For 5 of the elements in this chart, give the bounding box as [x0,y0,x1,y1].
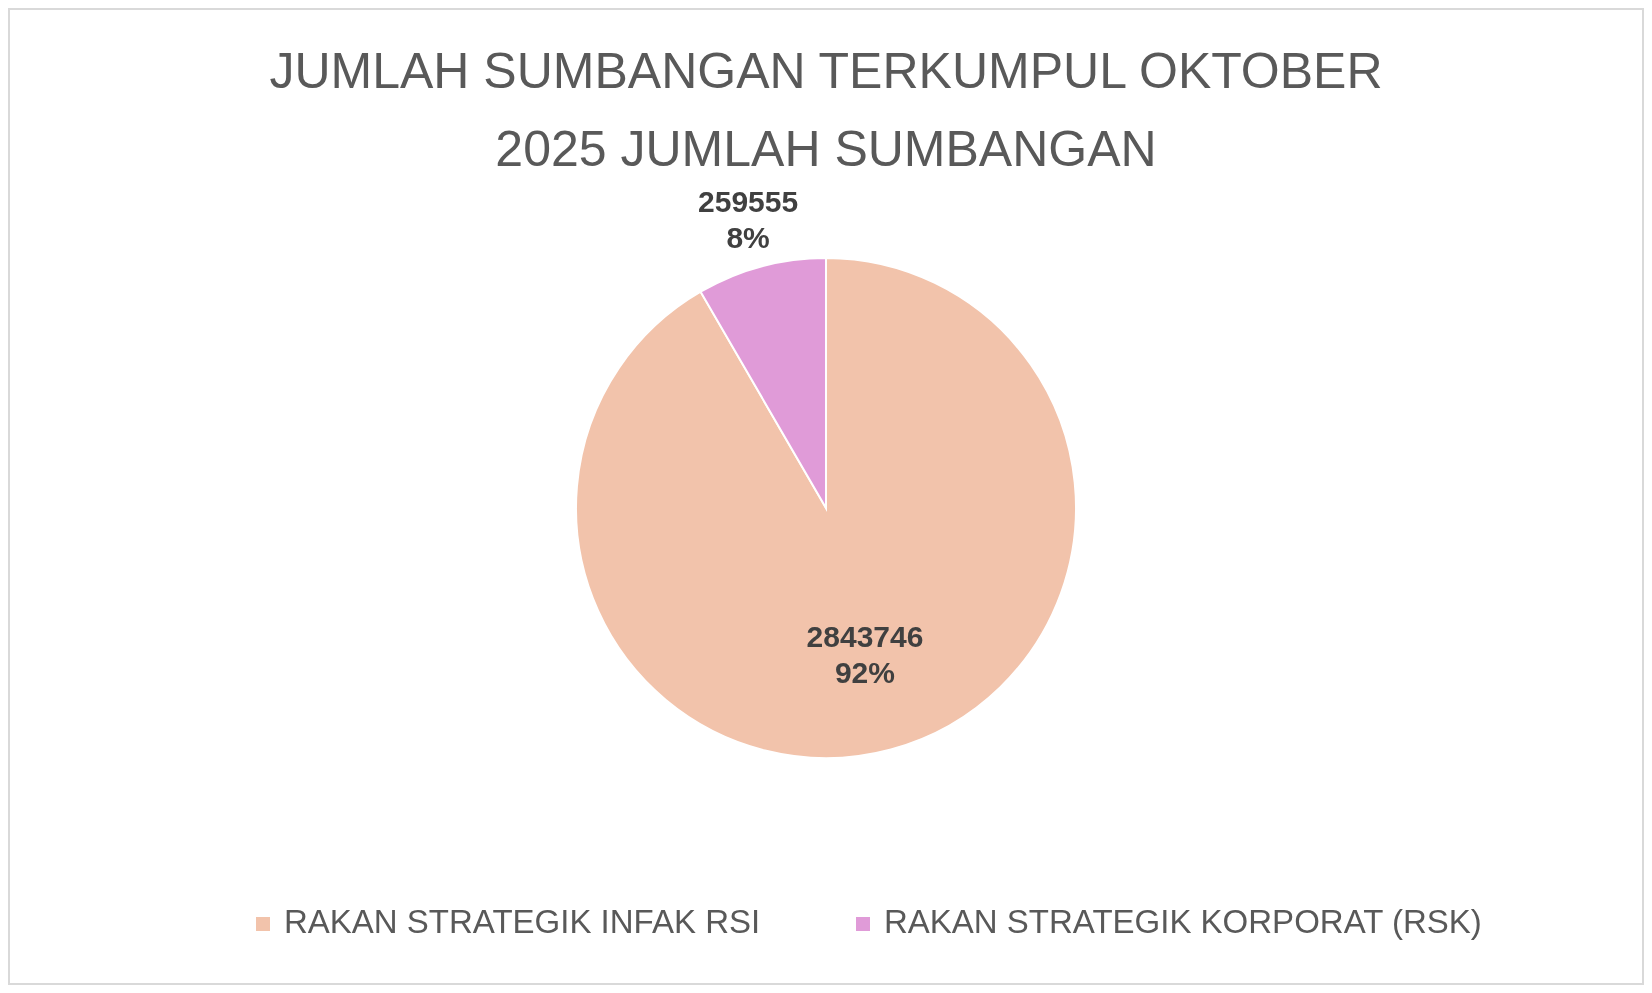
chart-title: JUMLAH SUMBANGAN TERKUMPUL OKTOBER 2025 JUMLAH SUMBANGAN [269,43,1383,177]
data-label: 2843746 92% [806,619,924,689]
data-label: 259555 8% [698,185,799,255]
legend-label: RAKAN STRATEGIK KORPORAT (RSK) [884,903,1482,940]
legend-label: RAKAN STRATEGIK INFAK RSI [284,903,761,940]
